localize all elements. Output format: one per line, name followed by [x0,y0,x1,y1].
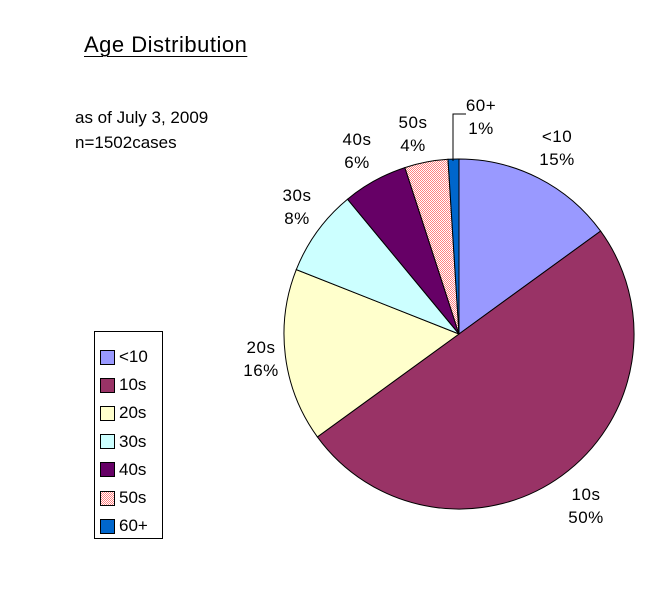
legend-swatch-30s [100,434,115,450]
legend-swatch-10s [100,377,115,393]
slice-label-50s: 50s 4% [399,113,428,155]
chart-annotation: as of July 3, 2009 n=1502cases [75,105,208,155]
slice-label-percent: 16% [243,361,279,380]
slice-label-category: 60+ [466,96,496,115]
legend-label-50s: 50s [119,488,147,508]
slice-label-category: 10s [572,485,601,504]
slice-label-category: 20s [247,338,276,357]
legend-label-lt-10: <10 [119,347,148,367]
legend: <10 10s 20s 30s 40s 50s 60+ [94,331,163,539]
legend-label-40s: 40s [119,459,147,479]
slice-label-40s: 40s 6% [343,130,372,172]
legend-item-20s: 20s [100,399,162,427]
slice-label-30s: 30s 8% [283,186,312,228]
legend-item-60plus: 60+ [100,512,162,540]
legend-swatch-20s [100,405,115,421]
legend-swatch-lt-10 [100,349,115,365]
legend-swatch-60plus [100,518,115,534]
annotation-sample-size: n=1502cases [75,133,177,152]
chart-title: Age Distribution [84,32,248,57]
slice-label-20s: 20s 16% [243,338,279,380]
slice-label-category: <10 [542,127,572,146]
slice-label-percent: 1% [468,119,494,138]
legend-label-20s: 20s [119,403,147,423]
pie-slice-lt-10 [458,158,602,335]
slice-label-60plus: 60+ 1% [466,96,496,138]
slice-label-percent: 6% [344,153,370,172]
slice-label-percent: 50% [568,508,604,527]
annotation-date: as of July 3, 2009 [75,108,209,127]
legend-item-lt-10: <10 [100,343,162,371]
slice-label-percent: 4% [400,136,426,155]
legend-item-40s: 40s [100,456,162,484]
legend-item-10s: 10s [100,371,162,399]
legend-label-30s: 30s [119,431,147,451]
leader-line-60plus [452,113,466,161]
legend-item-30s: 30s [100,428,162,456]
slice-label-category: 40s [343,130,372,149]
pie-slice-20s [283,268,461,438]
legend-label-10s: 10s [119,375,147,395]
slice-label-percent: 8% [284,209,310,228]
legend-swatch-50s [100,490,115,506]
legend-item-50s: 50s [100,484,162,512]
legend-label-60plus: 60+ [119,516,148,536]
slice-label-percent: 15% [539,150,575,169]
slice-label-lt-10: <10 15% [539,127,575,169]
legend-swatch-40s [100,462,115,478]
pie-slice-10s [316,230,635,510]
slice-label-10s: 10s 50% [568,485,604,527]
slice-label-category: 30s [283,186,312,205]
slice-label-category: 50s [399,113,428,132]
